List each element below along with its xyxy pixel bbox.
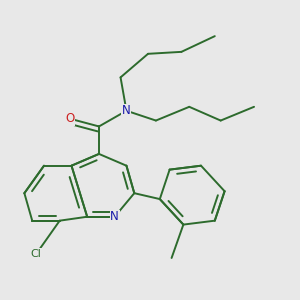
Text: N: N	[110, 210, 119, 223]
Text: O: O	[65, 112, 74, 125]
Text: N: N	[122, 104, 131, 117]
Text: Cl: Cl	[31, 249, 42, 259]
